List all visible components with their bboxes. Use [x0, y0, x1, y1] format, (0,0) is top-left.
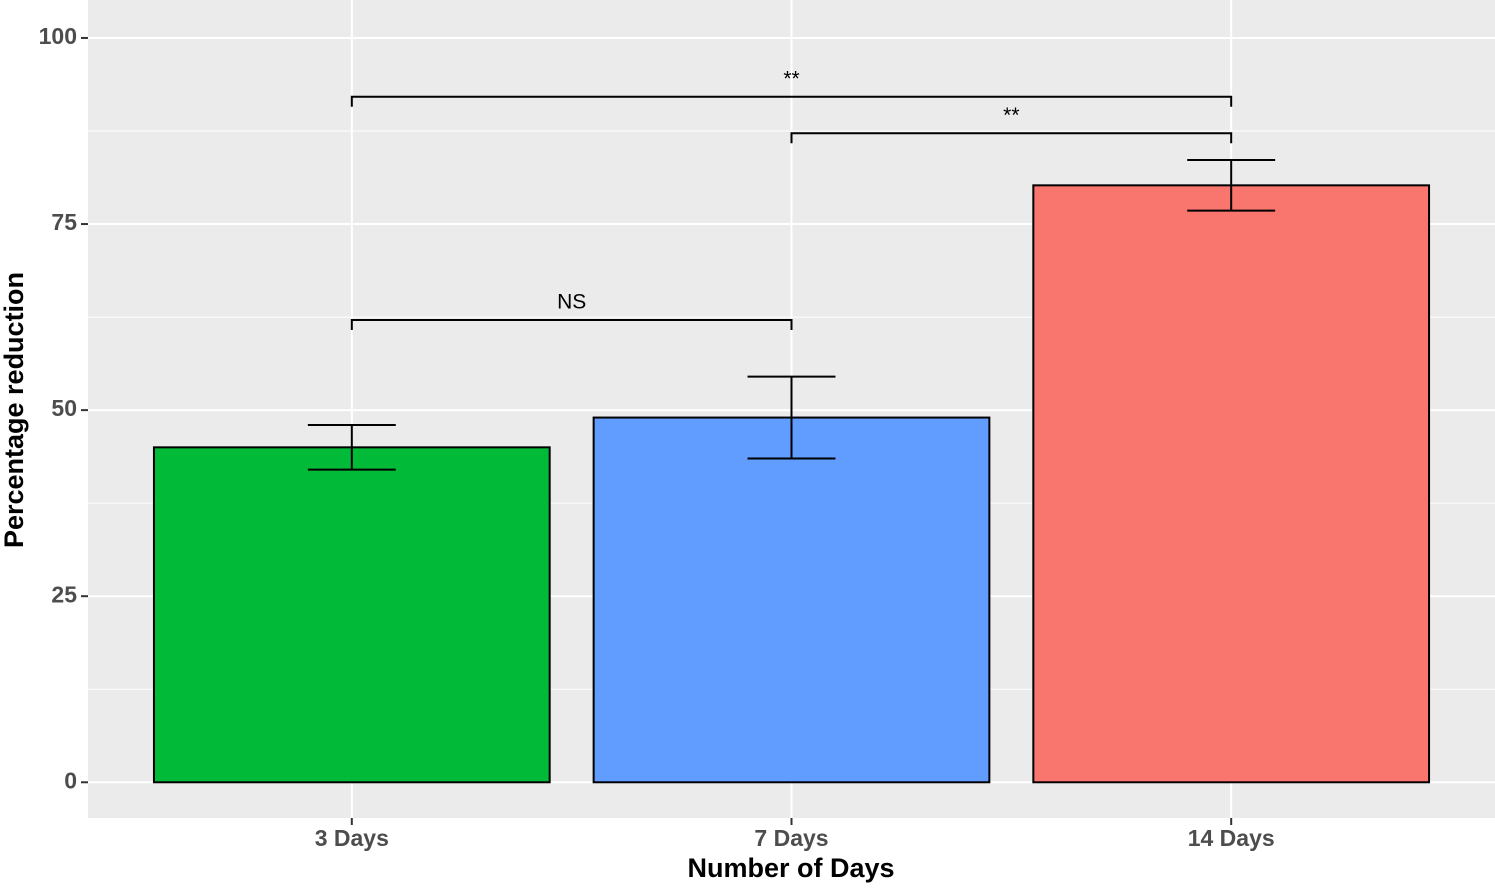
x-axis-title: Number of Days — [687, 853, 894, 883]
y-tick-label: 0 — [64, 767, 77, 793]
y-tick-label: 50 — [51, 395, 77, 421]
bar — [592, 416, 991, 784]
error-bar — [1187, 159, 1276, 212]
significance-bracket — [350, 319, 793, 331]
y-tick-label: 75 — [51, 209, 77, 235]
significance-label: ** — [783, 67, 799, 90]
error-bar — [307, 424, 396, 471]
error-bar — [747, 375, 836, 460]
x-tick-label: 3 Days — [315, 825, 389, 851]
x-tick-label: 14 Days — [1188, 825, 1275, 851]
significance-bracket — [350, 95, 1233, 107]
y-tick-label: 25 — [51, 581, 77, 607]
significance-bracket — [790, 132, 1233, 144]
x-tick-label: 7 Days — [754, 825, 828, 851]
bar — [1032, 184, 1431, 784]
y-tick-label: 100 — [39, 23, 77, 49]
bar — [152, 446, 551, 784]
y-axis-title: Percentage reduction — [0, 272, 29, 548]
significance-label: NS — [557, 291, 586, 314]
significance-label: ** — [1003, 104, 1019, 127]
